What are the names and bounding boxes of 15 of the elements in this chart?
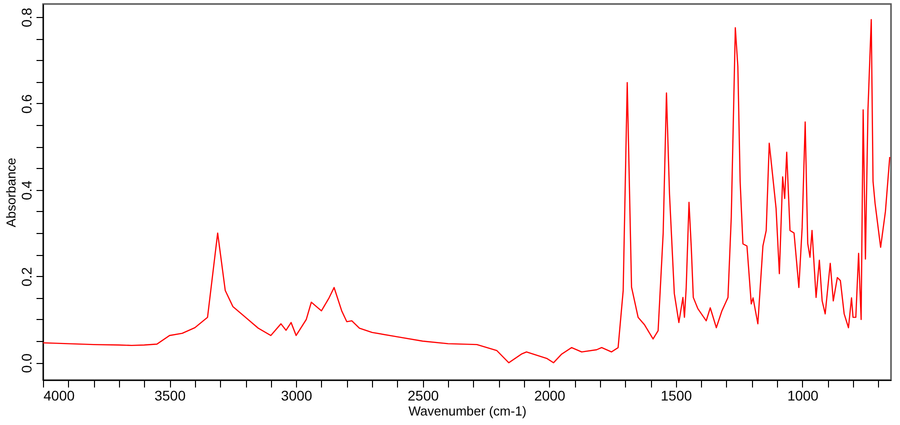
y-tick-label: 0.8 xyxy=(18,8,34,28)
x-tick-label: 4000 xyxy=(44,388,75,404)
y-axis-title: Absorbance xyxy=(4,158,18,228)
x-tick-label: 2500 xyxy=(408,388,439,404)
y-tick-label: 0.6 xyxy=(18,94,34,114)
y-tick-label: 0.4 xyxy=(18,180,34,200)
x-tick-label: 3000 xyxy=(281,388,312,404)
x-tick-label: 1500 xyxy=(660,388,692,404)
x-tick-label: 3500 xyxy=(154,388,186,404)
y-tick-label: 0.2 xyxy=(18,266,34,287)
y-tick-label: 0.0 xyxy=(18,353,34,373)
x-tick-label: 2000 xyxy=(534,388,566,404)
x-tick-label: 1000 xyxy=(787,388,819,404)
line-series xyxy=(43,18,890,364)
x-axis-title: Wavenumber (cm-1) xyxy=(408,404,526,418)
